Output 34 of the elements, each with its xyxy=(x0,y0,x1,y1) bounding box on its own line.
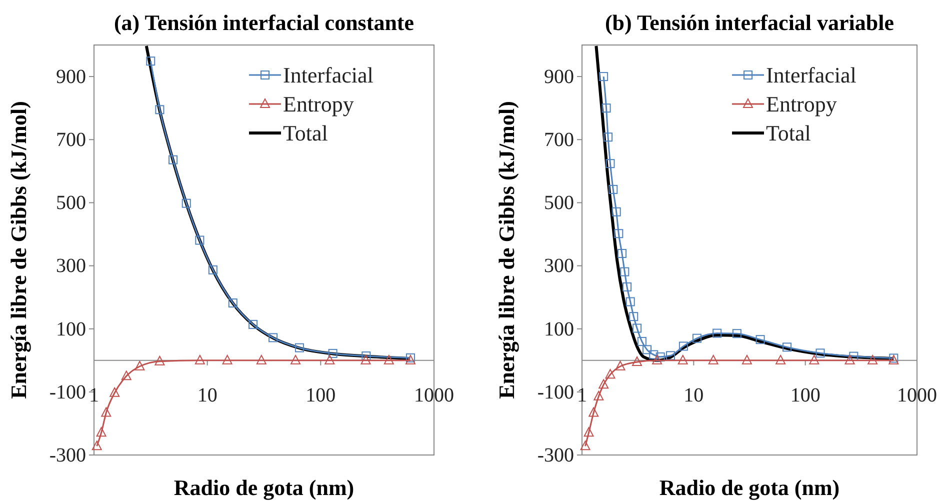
y-tick-label: 700 xyxy=(544,129,574,152)
x-tick-label: 10 xyxy=(684,384,704,407)
legend-label: Interfacial xyxy=(283,62,374,88)
y-axis-title: Energía libre de Gibbs (kJ/mol) xyxy=(6,101,31,399)
x-tick-label: 1 xyxy=(89,384,99,407)
chart-title: (b) Tensión interfacial variable xyxy=(604,10,894,35)
x-tick-label: 1000 xyxy=(897,384,937,407)
y-tick-label: 300 xyxy=(56,255,86,278)
legend-label: Interfacial xyxy=(766,62,856,88)
x-axis-title: Radio de gota (nm) xyxy=(659,475,840,500)
y-tick-label: 500 xyxy=(544,192,574,214)
y-tick-label: 900 xyxy=(56,66,86,88)
y-tick-label: 300 xyxy=(544,255,574,278)
x-axis-title: Radio de gota (nm) xyxy=(174,475,354,500)
y-tick-label: 900 xyxy=(544,66,574,88)
y-tick-label: 500 xyxy=(56,192,86,214)
chart-title: (a) Tensión interfacial constante xyxy=(114,10,414,35)
y-axis-title: Energía libre de Gibbs (kJ/mol) xyxy=(494,101,519,399)
y-tick-label: -100 xyxy=(537,381,574,404)
x-tick-label: 100 xyxy=(306,384,336,407)
legend-label: Entropy xyxy=(283,92,354,117)
y-tick-label: -300 xyxy=(49,444,86,466)
legend-label: Total xyxy=(283,120,328,146)
legend-label: Entropy xyxy=(766,92,837,117)
legend-label: Total xyxy=(766,120,811,146)
x-tick-label: 100 xyxy=(790,384,820,407)
y-tick-label: -300 xyxy=(537,444,574,466)
x-tick-label: 1 xyxy=(577,384,587,407)
y-tick-label: 100 xyxy=(56,318,86,340)
y-tick-label: -100 xyxy=(49,381,86,404)
x-tick-label: 1000 xyxy=(414,384,454,407)
y-tick-label: 100 xyxy=(544,318,574,340)
x-tick-label: 10 xyxy=(197,384,218,407)
y-tick-label: 700 xyxy=(56,129,86,152)
